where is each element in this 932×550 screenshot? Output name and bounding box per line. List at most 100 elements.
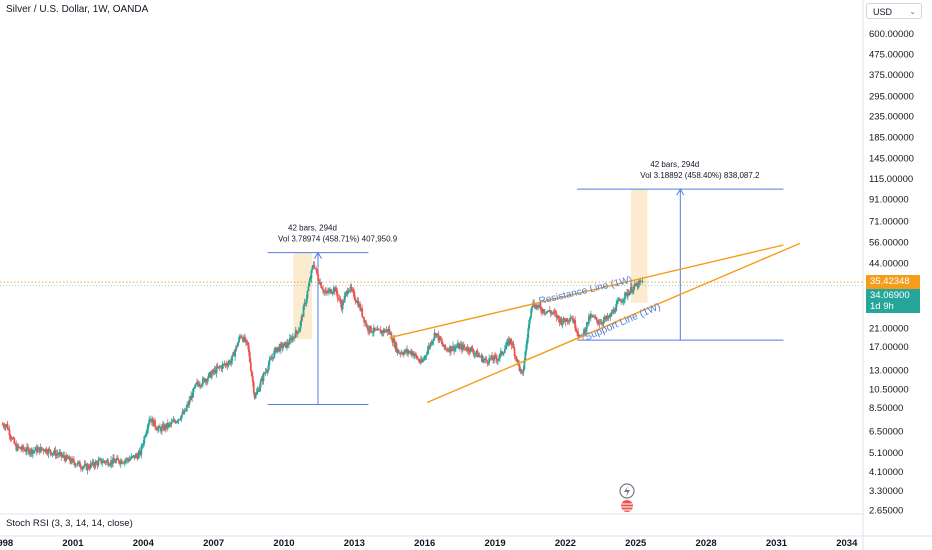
x-tick-label: 2001 bbox=[62, 538, 84, 549]
candle-body bbox=[596, 320, 599, 323]
candle-body bbox=[159, 428, 162, 432]
candlesticks bbox=[1, 261, 644, 475]
candle-body bbox=[12, 438, 15, 439]
candle-body bbox=[359, 304, 362, 311]
candle-body bbox=[116, 457, 119, 460]
candle-body bbox=[463, 347, 466, 349]
x-axis-ticks[interactable]: 1998 2001 2004 2007 2010 2013 2016 2019 2022 2025… bbox=[0, 538, 858, 549]
candle-body bbox=[9, 435, 12, 438]
y-tick-label: 8.50000 bbox=[869, 403, 903, 414]
candle-body bbox=[226, 365, 229, 366]
y-tick-label: 56.00000 bbox=[869, 237, 909, 248]
candle-body bbox=[38, 447, 41, 453]
candle-body bbox=[401, 352, 404, 354]
candle-body bbox=[557, 315, 560, 319]
candle-body bbox=[289, 338, 292, 339]
candle-body bbox=[74, 464, 77, 466]
candle-body bbox=[127, 459, 130, 462]
candle-body bbox=[584, 329, 586, 333]
candle-body bbox=[156, 428, 158, 431]
candle-body bbox=[194, 384, 196, 388]
us-flag-event-icon[interactable] bbox=[620, 499, 634, 513]
trendlines[interactable]: Resistance Line (1W)Support Line (1W) bbox=[389, 242, 801, 404]
candle-body bbox=[287, 342, 289, 345]
candle-body bbox=[253, 392, 256, 399]
candle-body bbox=[92, 461, 95, 466]
candle-body bbox=[466, 347, 469, 351]
candle-body bbox=[518, 364, 521, 371]
candle-body bbox=[255, 392, 258, 395]
candle-body bbox=[98, 459, 101, 461]
candle-body bbox=[270, 358, 273, 360]
event-icons[interactable] bbox=[619, 483, 635, 513]
candle-body bbox=[572, 318, 575, 323]
candle-body bbox=[393, 338, 396, 348]
candle-body bbox=[423, 356, 426, 359]
measure-highlight bbox=[293, 252, 313, 340]
candle-body bbox=[313, 264, 316, 269]
candle-body bbox=[142, 443, 145, 446]
candle-body bbox=[565, 318, 568, 323]
candle-body bbox=[248, 352, 251, 362]
candle-body bbox=[366, 325, 368, 327]
candle-body bbox=[412, 351, 414, 356]
candle-body bbox=[326, 291, 328, 292]
candle-body bbox=[96, 462, 99, 466]
candle-body bbox=[190, 395, 193, 401]
candle-body bbox=[141, 445, 144, 447]
candle-body bbox=[395, 343, 398, 352]
currency-selector[interactable]: USD ⌄ bbox=[866, 3, 922, 19]
trendline[interactable] bbox=[389, 244, 784, 339]
chevron-down-icon: ⌄ bbox=[909, 7, 916, 16]
candle-body bbox=[438, 336, 441, 341]
candle-body bbox=[208, 372, 211, 374]
trendline[interactable] bbox=[426, 242, 801, 404]
candle-body bbox=[11, 438, 14, 440]
candle-body bbox=[222, 363, 225, 365]
candle-body bbox=[262, 373, 265, 381]
candle-body bbox=[17, 445, 20, 448]
candle-body bbox=[464, 347, 467, 350]
candle-body bbox=[630, 286, 633, 293]
candle-body bbox=[189, 399, 192, 401]
candle-body bbox=[406, 349, 409, 353]
candle-body bbox=[509, 338, 512, 342]
candle-body bbox=[638, 280, 641, 283]
candle-body bbox=[563, 318, 566, 321]
candle-body bbox=[152, 418, 154, 426]
candle-body bbox=[488, 358, 491, 364]
candle-body bbox=[36, 448, 39, 453]
candle-body bbox=[24, 449, 26, 452]
candle-body bbox=[588, 316, 591, 319]
candle-body bbox=[432, 338, 435, 342]
candle-body bbox=[490, 355, 493, 359]
candle-body bbox=[157, 428, 159, 431]
candle-body bbox=[635, 283, 638, 286]
stoch-rsi-label[interactable]: Stoch RSI (3, 3, 14, 14, close) bbox=[6, 518, 133, 529]
candle-body bbox=[598, 322, 601, 325]
candle-body bbox=[513, 348, 516, 357]
candle-body bbox=[543, 309, 545, 313]
candle-body bbox=[85, 464, 88, 471]
candle-body bbox=[411, 351, 413, 355]
candle-body bbox=[40, 447, 43, 450]
candle-body bbox=[407, 349, 409, 353]
candle-body bbox=[507, 340, 510, 345]
candle-body bbox=[434, 333, 437, 336]
candle-body bbox=[341, 301, 344, 310]
candle-body bbox=[277, 346, 280, 349]
candle-body bbox=[446, 349, 449, 351]
candle-body bbox=[522, 369, 525, 373]
measure-highlights bbox=[293, 189, 648, 340]
price-scale[interactable] bbox=[863, 0, 932, 536]
candle-body bbox=[184, 410, 187, 412]
candle-body bbox=[486, 360, 489, 363]
candle-body bbox=[503, 348, 506, 353]
candle-body bbox=[425, 354, 428, 356]
measure-vol-label: Vol 3.18892 (458.40%) 838,087.2 bbox=[640, 171, 760, 180]
candle-body bbox=[269, 358, 272, 361]
candle-body bbox=[59, 451, 62, 453]
x-tick-label: 2007 bbox=[203, 538, 224, 549]
candle-body bbox=[178, 419, 181, 420]
